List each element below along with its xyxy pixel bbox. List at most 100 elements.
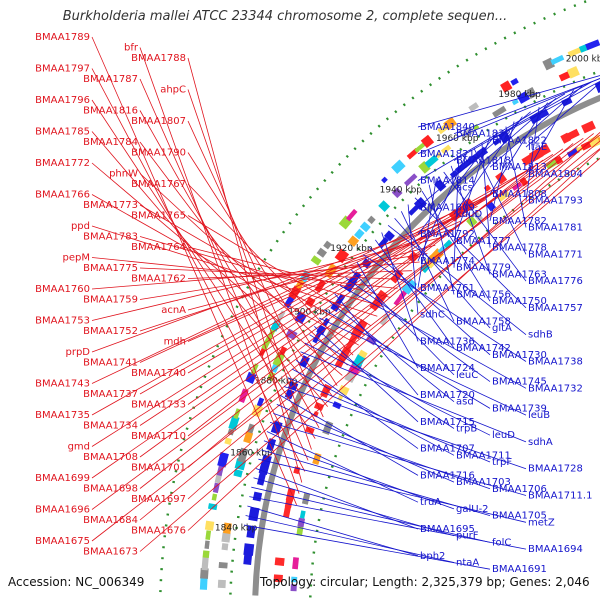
reverse-gene-label: bph2	[420, 551, 445, 562]
feature-block	[414, 142, 426, 153]
reverse-gene-label: BMAA1707	[420, 444, 475, 455]
reverse-gene-connector	[269, 422, 527, 496]
forward-gene-label: BMAA1675	[35, 536, 90, 547]
feature-block	[285, 488, 296, 502]
reverse-gene-connector	[421, 190, 491, 302]
feature-block	[292, 557, 299, 570]
feature-block	[334, 248, 350, 264]
feature-block	[359, 221, 371, 233]
reverse-gene-label: BMAA1716	[420, 470, 475, 481]
reverse-gene-label: BMAA1774	[420, 256, 475, 267]
reverse-gene-label: leuB	[528, 410, 550, 421]
feature-block	[205, 530, 212, 540]
forward-gene-label: BMAA1790	[131, 148, 186, 159]
reverse-gene-connector	[414, 197, 527, 309]
reverse-gene-label: leuD	[492, 430, 515, 441]
feature-block	[323, 240, 332, 250]
feature-block	[566, 147, 580, 158]
forward-gene-label: BMAA1684	[83, 515, 138, 526]
reverse-gene-connector	[258, 458, 527, 523]
reverse-gene-label: BMAA1711.1	[528, 491, 592, 502]
reverse-gene-connector	[525, 107, 540, 201]
feature-block	[536, 143, 551, 158]
forward-gene-label: BMAA1772	[35, 158, 90, 169]
feature-block	[391, 187, 403, 199]
forward-gene-label: ppd	[71, 221, 90, 232]
reverse-gene-connector	[356, 262, 419, 369]
forward-gene-label: BMAA1673	[83, 547, 138, 558]
reverse-gene-label: BMAA1804	[528, 169, 583, 180]
forward-gene-label: BMAA1701	[131, 463, 186, 474]
forward-gene-label: BMAA1733	[131, 400, 186, 411]
forward-gene-label: phnW	[109, 169, 138, 180]
reverse-gene-connector	[525, 82, 600, 148]
reverse-gene-label: BMAA1705	[492, 511, 547, 522]
forward-gene-connector	[139, 140, 600, 521]
feature-block	[468, 102, 480, 112]
reverse-gene-label: acs	[456, 182, 473, 193]
feature-block	[272, 351, 286, 367]
reverse-gene-label: sdhA	[528, 437, 553, 448]
feature-block	[237, 447, 249, 463]
feature-block	[299, 510, 306, 519]
reverse-gene-connector	[417, 93, 566, 181]
forward-gene-connector	[187, 120, 324, 418]
feature-block	[418, 161, 431, 174]
forward-gene-label: BMAA1737	[83, 389, 138, 400]
forward-gene-label: BMAA1710	[131, 431, 186, 442]
forward-gene-label: BMAA1797	[35, 64, 90, 75]
reverse-gene-connector	[374, 239, 455, 349]
feature-block	[443, 239, 453, 249]
forward-gene-connector	[139, 78, 309, 461]
feature-block	[316, 324, 327, 336]
feature-block	[567, 46, 583, 58]
feature-block	[510, 77, 519, 86]
feature-block	[356, 318, 368, 331]
feature-block	[252, 491, 263, 502]
reverse-gene-label: BMAA1691	[492, 564, 547, 575]
reverse-gene-label: BMAA1781	[528, 223, 583, 234]
feature-block	[550, 54, 565, 65]
reverse-gene-connector	[273, 413, 491, 490]
reverse-gene-label: BMAA1776	[528, 276, 583, 287]
reverse-gene-connector	[276, 404, 455, 483]
forward-gene-label: BMAA1765	[131, 211, 186, 222]
accession-label: Accession: NC_006349	[8, 575, 145, 589]
feature-block	[354, 228, 365, 240]
forward-gene-label: BMAA1784	[83, 137, 138, 148]
tick-ring-0	[309, 156, 600, 598]
feature-block	[313, 401, 325, 411]
reverse-gene-label: BMAA1782	[492, 216, 547, 227]
forward-gene-label: BMAA1762	[131, 274, 186, 285]
feature-block	[221, 532, 231, 543]
feature-block	[217, 579, 226, 589]
feature-block	[314, 279, 327, 293]
reverse-gene-connector	[280, 395, 419, 476]
feature-block	[290, 584, 297, 592]
reverse-gene-label: BMAA1694	[528, 544, 583, 555]
feature-block	[472, 123, 480, 131]
forward-gene-connector	[139, 236, 384, 308]
forward-gene-label: pepM	[63, 253, 90, 264]
reverse-gene-label: trpF	[492, 457, 512, 468]
reverse-gene-label: kduD	[456, 209, 482, 220]
forward-gene-connector	[139, 173, 348, 366]
reverse-gene-connector	[453, 137, 491, 242]
forward-gene-connector	[139, 228, 452, 332]
reverse-gene-connector	[362, 254, 527, 362]
reverse-gene-connector	[387, 224, 527, 336]
feature-block	[440, 144, 452, 155]
reverse-gene-connector	[417, 78, 600, 155]
forward-gene-label: BMAA1816	[83, 106, 138, 117]
feature-block	[585, 39, 600, 51]
feature-block	[435, 152, 443, 159]
chromosome-backbone	[252, 94, 600, 596]
feature-block	[228, 415, 240, 431]
reverse-gene-label: BMAA1732	[528, 383, 583, 394]
reverse-gene-label: BMAA1771	[528, 249, 583, 260]
scale-tick-label: 1920 kbp	[330, 244, 373, 254]
reverse-gene-connector	[251, 486, 491, 543]
forward-gene-label: BMAA1752	[83, 326, 138, 337]
reverse-gene-connector	[489, 80, 600, 141]
